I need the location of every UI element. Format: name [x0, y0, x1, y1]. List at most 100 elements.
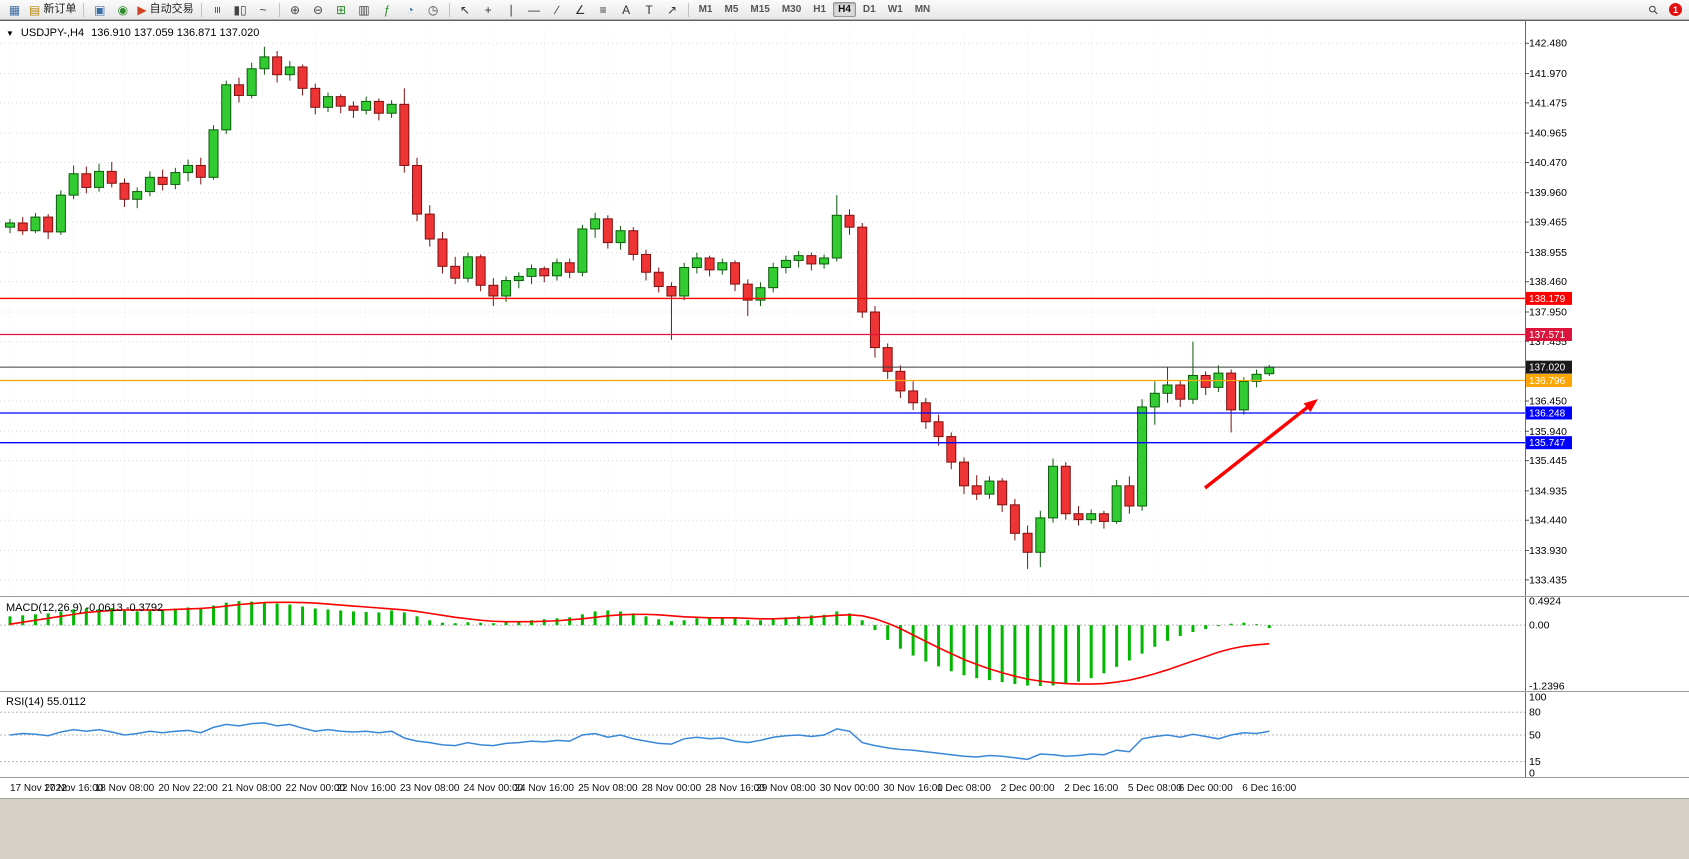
zoom-out-icon[interactable]: ⊖ [308, 1, 329, 18]
macd-histogram-bar [1153, 625, 1157, 647]
candle-up [819, 257, 830, 265]
macd-histogram-bar [542, 619, 546, 626]
zoom-in-icon[interactable]: ⊕ [285, 1, 306, 18]
macd-histogram-bar [313, 608, 317, 626]
chart-canvas[interactable]: 142.480 141.970 141.475 140.965 140.470 139.9… [0, 21, 1689, 859]
channel-icon[interactable]: ∠ [570, 1, 591, 18]
crosshair-icon[interactable]: + [478, 1, 499, 18]
label-icon[interactable]: T [639, 1, 660, 18]
candlestick-chart-icon[interactable]: ▮▯ [230, 1, 251, 18]
horizontal-lines-layer[interactable] [0, 297, 1525, 444]
timeframe-h1[interactable]: H1 [813, 4, 827, 15]
timeframe-w1[interactable]: W1 [887, 4, 903, 15]
timeframe-m15[interactable]: M15 [750, 4, 770, 15]
macd-histogram-bar [1013, 625, 1017, 685]
macd-histogram-bar [644, 616, 648, 626]
price-marker-box [1526, 327, 1572, 341]
candle-up [984, 480, 995, 495]
candle-down [946, 436, 957, 463]
fibonacci-icon[interactable]: ≡ [593, 1, 614, 18]
timeframe-m5[interactable]: M5 [724, 4, 739, 15]
trendline-icon[interactable]: ∕ [547, 1, 568, 18]
crosshair-icon: + [484, 2, 492, 17]
macd-histogram-bar [275, 603, 279, 626]
macd-histogram-bar [835, 611, 839, 626]
candle-up [462, 256, 473, 279]
new-order-button[interactable]: ▤ 新订单 [27, 1, 78, 18]
arrows-icon[interactable]: ↗ [662, 1, 683, 18]
macd-histogram-bar [631, 613, 635, 626]
candle-down [157, 176, 168, 185]
macd-label: MACD(12,26,9) -0.0613 -0.3792 [6, 602, 164, 614]
candle-down [272, 56, 283, 76]
candle-down [882, 347, 893, 372]
macd-histogram-bar [390, 610, 394, 626]
collapse-icon[interactable]: ▼ [6, 28, 14, 38]
candle-up [501, 280, 512, 297]
price-marker-label: 137.020 [1529, 363, 1566, 374]
macd-histogram-bar [288, 604, 292, 626]
macd-histogram-bar [1255, 624, 1259, 626]
text-icon[interactable]: A [616, 1, 637, 18]
tile-windows-icon[interactable]: ⊞ [331, 1, 352, 18]
macd-histogram-bar [987, 625, 991, 681]
toolbar-separator [448, 2, 450, 17]
macd-histogram-bar [720, 617, 724, 626]
trend-arrow[interactable] [1203, 399, 1318, 490]
macd-histogram-bar [110, 607, 114, 626]
alerts-icon[interactable]: ◉ [112, 1, 133, 18]
candle-up [577, 228, 588, 273]
candle-up [208, 129, 219, 178]
macd-histogram-bar [339, 610, 343, 626]
time-tick-label: 2 Dec 16:00 [1064, 783, 1118, 794]
notification-badge[interactable]: 1 [1669, 3, 1682, 16]
cycles-icon[interactable]: ◔ [400, 1, 421, 18]
timeframe-m30[interactable]: M30 [781, 4, 802, 15]
macd-histogram-bar [46, 613, 50, 626]
macd-histogram-bar [1140, 625, 1144, 654]
toolbar-separator [200, 2, 202, 17]
macd-histogram-bar [695, 618, 699, 626]
candle-up [526, 268, 537, 277]
timeframe-h4[interactable]: H4 [833, 2, 856, 17]
macd-histogram-bar [97, 608, 101, 626]
candlestick-chart-icon: ▮▯ [233, 2, 247, 17]
indicators-icon[interactable]: ƒ [377, 1, 398, 18]
bar-chart-icon[interactable]: ≡ [207, 1, 228, 18]
chart-window[interactable]: 142.480 141.970 141.475 140.965 140.470 139.9… [0, 20, 1689, 859]
candle-up [691, 257, 702, 269]
macd-histogram-bar [682, 620, 686, 626]
macd-histogram-bar [466, 622, 470, 626]
candle-down [920, 402, 931, 423]
time-tick-label: 30 Nov 16:00 [883, 783, 943, 794]
new-chart-icon[interactable]: ▦ [4, 1, 25, 18]
vertical-line-icon[interactable]: ∣ [501, 1, 522, 18]
profiles-icon[interactable]: ▣ [89, 1, 110, 18]
time-tick-label: 24 Nov 16:00 [514, 783, 574, 794]
cursor-icon[interactable]: ↖ [455, 1, 476, 18]
candle-down [17, 222, 28, 232]
macd-histogram-bar [224, 602, 228, 626]
candle-down [704, 257, 715, 271]
candle-down [106, 170, 117, 184]
line-chart-icon[interactable]: ~ [253, 1, 274, 18]
search-icon[interactable]: ⚲ [1645, 1, 1662, 18]
macd-histogram-bar [962, 625, 966, 676]
candle-up [1264, 366, 1275, 375]
timeframe-mn[interactable]: MN [914, 4, 931, 15]
arrange-windows-icon[interactable]: ▥ [354, 1, 375, 18]
macd-histogram-bar [1000, 625, 1004, 683]
macd-histogram-bar [1064, 625, 1068, 685]
macd-histogram-bar [1089, 625, 1093, 679]
macd-histogram-bar [301, 606, 305, 626]
candle-down [1022, 532, 1033, 553]
horizontal-line-icon[interactable]: ― [524, 1, 545, 18]
macd-histogram-bar [148, 610, 152, 626]
macd-histogram-bar [135, 611, 139, 626]
timeframe-d1[interactable]: D1 [862, 4, 876, 15]
timeframe-m1[interactable]: M1 [698, 4, 713, 15]
candle-down [908, 390, 919, 404]
clock-icon[interactable]: ◷ [423, 1, 444, 18]
candle-down [628, 230, 639, 255]
autotrading-button[interactable]: ▶ 自动交易 [135, 1, 195, 18]
